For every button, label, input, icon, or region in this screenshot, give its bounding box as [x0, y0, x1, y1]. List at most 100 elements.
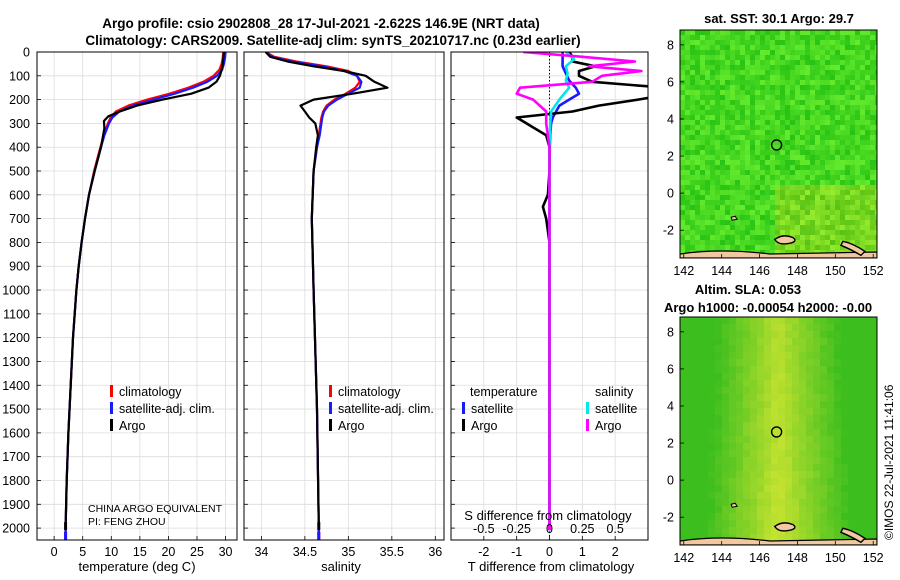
map-cell — [700, 80, 706, 86]
map-cell — [715, 485, 723, 493]
map-cell — [790, 85, 796, 91]
depth-tick-label: 900 — [9, 260, 30, 274]
map-cell — [795, 75, 801, 81]
map-cell — [690, 155, 696, 161]
map-cell — [805, 70, 811, 76]
map-cell — [770, 180, 776, 186]
map-cell — [750, 317, 758, 325]
map-cell — [705, 120, 711, 126]
map-cell — [865, 215, 871, 221]
map-cell — [735, 150, 741, 156]
map-cell — [830, 190, 836, 196]
map-cell — [730, 165, 736, 171]
map-cell — [827, 478, 835, 486]
map-cell — [680, 95, 686, 101]
map-cell — [855, 380, 863, 388]
map-cell — [755, 180, 761, 186]
map-cell — [695, 215, 701, 221]
map-cell — [764, 478, 772, 486]
map-cell — [690, 245, 696, 251]
map-cell — [810, 135, 816, 141]
map-cell — [805, 175, 811, 181]
map-cell — [771, 345, 779, 353]
map-cell — [735, 210, 741, 216]
map-cell — [845, 105, 851, 111]
map-cell — [730, 40, 736, 46]
map-cell — [750, 105, 756, 111]
map-cell — [740, 65, 746, 71]
map-cell — [685, 55, 691, 61]
map-cell — [722, 422, 730, 430]
map-cell — [830, 100, 836, 106]
salinity-frame — [243, 51, 445, 541]
map-cell — [834, 345, 842, 353]
map-cell — [730, 230, 736, 236]
map-cell — [869, 415, 877, 423]
map-cell — [745, 245, 751, 251]
map-cell — [705, 225, 711, 231]
sst-map-lat-label: 6 — [667, 75, 674, 89]
map-cell — [820, 130, 826, 136]
map-cell — [750, 380, 758, 388]
map-cell — [834, 499, 842, 507]
map-cell — [806, 520, 814, 528]
map-cell — [765, 115, 771, 121]
map-cell — [694, 513, 702, 521]
map-cell — [841, 317, 849, 325]
map-cell — [765, 225, 771, 231]
map-cell — [770, 50, 776, 56]
map-cell — [792, 359, 800, 367]
map-cell — [845, 65, 851, 71]
map-cell — [729, 513, 737, 521]
map-cell — [830, 165, 836, 171]
map-cell — [710, 210, 716, 216]
map-cell — [785, 401, 793, 409]
map-cell — [835, 80, 841, 86]
map-cell — [740, 80, 746, 86]
map-cell — [715, 387, 723, 395]
map-cell — [765, 250, 771, 256]
map-cell — [778, 485, 786, 493]
map-cell — [775, 130, 781, 136]
map-cell — [750, 422, 758, 430]
map-cell — [799, 422, 807, 430]
map-cell — [845, 195, 851, 201]
map-cell — [770, 80, 776, 86]
map-cell — [740, 125, 746, 131]
map-cell — [820, 220, 826, 226]
map-cell — [690, 190, 696, 196]
map-cell — [855, 195, 861, 201]
map-cell — [830, 180, 836, 186]
map-cell — [750, 65, 756, 71]
map-cell — [755, 115, 761, 121]
map-cell — [685, 65, 691, 71]
map-cell — [810, 175, 816, 181]
map-cell — [841, 338, 849, 346]
map-cell — [870, 210, 876, 216]
map-cell — [835, 215, 841, 221]
map-cell — [827, 443, 835, 451]
map-cell — [805, 135, 811, 141]
map-cell — [700, 245, 706, 251]
map-cell — [810, 225, 816, 231]
map-cell — [771, 401, 779, 409]
map-cell — [800, 135, 806, 141]
map-cell — [795, 95, 801, 101]
map-cell — [805, 130, 811, 136]
map-cell — [771, 324, 779, 332]
map-cell — [720, 150, 726, 156]
map-cell — [685, 205, 691, 211]
map-cell — [805, 125, 811, 131]
map-cell — [725, 60, 731, 66]
map-cell — [701, 485, 709, 493]
map-cell — [736, 352, 744, 360]
map-cell — [685, 190, 691, 196]
map-cell — [720, 75, 726, 81]
map-cell — [799, 520, 807, 528]
map-cell — [806, 478, 814, 486]
map-cell — [862, 415, 870, 423]
sla-map-field — [680, 317, 877, 545]
map-cell — [715, 140, 721, 146]
map-cell — [729, 527, 737, 535]
